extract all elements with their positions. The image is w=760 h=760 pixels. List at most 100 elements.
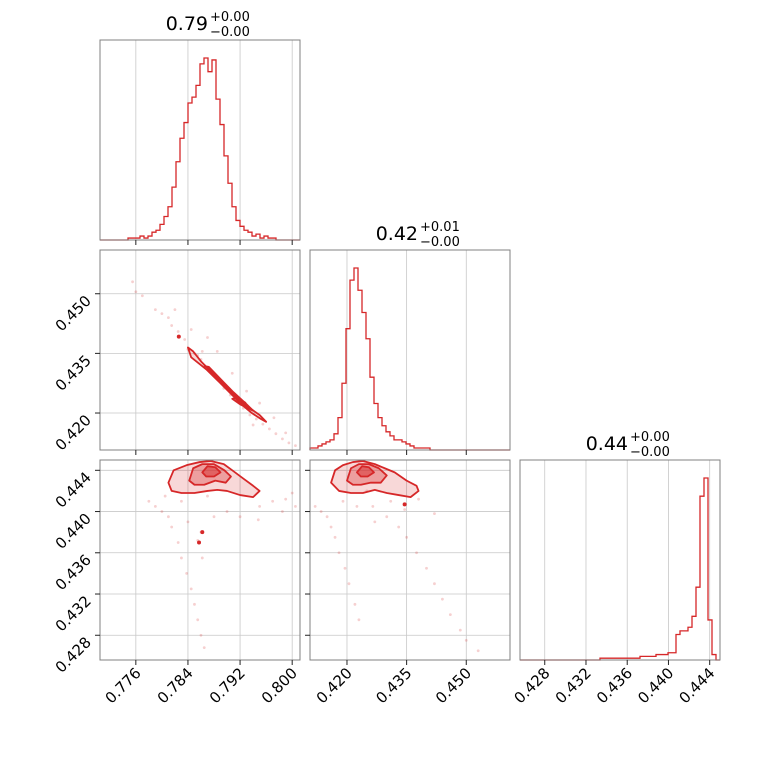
- pair-1-0-content: [131, 280, 297, 448]
- pair-2-0-sample-28: [256, 518, 260, 522]
- pair-2-1-sample-8: [353, 602, 357, 606]
- pair-2-0-sample-20: [225, 510, 229, 513]
- pair-2-0-sample-13: [258, 504, 262, 508]
- pair-2-1-sample-9: [357, 618, 361, 622]
- pair-2-0-xtick-label-2: 0.792: [206, 664, 249, 707]
- pair-1-0-sample-23: [267, 427, 271, 431]
- pair-2-0-sample-0: [153, 504, 157, 508]
- pair-2-1-sample-7: [347, 582, 351, 586]
- pair-1-0-sample-21: [254, 417, 258, 421]
- pair-2-0-ytick-label-2: 0.436: [52, 551, 95, 594]
- pair-2-1-sample-18: [448, 613, 452, 617]
- pair-2-0-point-1: [197, 540, 202, 545]
- pair-2-1-sample-23: [341, 499, 345, 503]
- pair-2-0-sample-19: [212, 515, 216, 519]
- pair-2-1-sample-12: [397, 525, 401, 529]
- pair-1-0-sample-3: [160, 312, 164, 316]
- pair-2-1-sample-4: [333, 535, 337, 539]
- pair-2-1-frame: [309, 459, 511, 661]
- pair-1-0-contour-2: [231, 397, 249, 410]
- param-2-title: 0.44 +0.00−0.00: [586, 430, 670, 460]
- pair-1-0-ytick-label-1: 0.435: [52, 351, 95, 394]
- pair-1-0-sample-20: [248, 413, 252, 417]
- param-1-title-minus: −0.00: [420, 235, 460, 250]
- pair-1-0-sample-4: [167, 316, 170, 319]
- pair-2-1-sample-5: [337, 551, 341, 555]
- pair-2-0-grid: [100, 460, 300, 660]
- diag-0-grid: [135, 40, 293, 240]
- param-1-title-value: 0.42: [376, 223, 418, 245]
- pair-1-0-sample-27: [294, 444, 297, 448]
- pair-1-0-frame: [99, 249, 301, 451]
- pair-2-1-sample-20: [464, 639, 468, 642]
- pair-2-1-sample-19: [458, 628, 462, 632]
- pair-2-0-xtick-label-3: 0.800: [258, 664, 301, 707]
- diag-2-xtick-label-0: 0.428: [510, 664, 553, 707]
- pair-1-0-sample-1: [140, 294, 144, 298]
- pair-2-1-sample-15: [425, 566, 428, 570]
- pair-2-0-contour-0: [167, 460, 261, 499]
- pair-2-1-contour-0: [330, 460, 420, 499]
- pair-2-0-sample-16: [290, 491, 294, 495]
- pair-2-1-sample-27: [433, 512, 436, 516]
- pair-1-0-sample-37: [284, 431, 288, 435]
- pair-2-1-sample-1: [319, 510, 323, 513]
- pair-1-0-sample-31: [245, 389, 248, 393]
- pair-2-1-sample-6: [343, 566, 347, 570]
- pair-1-0-grid: [100, 250, 300, 450]
- pair-1-0-sample-28: [215, 349, 219, 353]
- diag-0-frame: [99, 39, 301, 241]
- pair-2-0-frame: [99, 459, 301, 661]
- pair-2-0-content: [147, 460, 297, 650]
- pair-2-1-sample-11: [385, 515, 389, 519]
- pair-2-0-sample-1: [160, 510, 164, 513]
- pair-2-0-xtick-label-0: 0.776: [102, 664, 145, 707]
- pair-2-0-sample-21: [206, 494, 209, 498]
- pair-2-0-sample-9: [196, 618, 200, 622]
- pair-1-0-sample-39: [200, 349, 204, 353]
- pair-1-0-sample-26: [287, 441, 291, 445]
- diag-1-frame: [309, 249, 511, 451]
- pair-2-0-sample-12: [238, 515, 242, 519]
- pair-2-0-xtick-label-1: 0.784: [154, 664, 197, 707]
- pair-2-1-sample-0: [313, 504, 317, 508]
- pair-2-0-sample-26: [163, 494, 167, 498]
- pair-2-0-sample-8: [193, 602, 196, 606]
- pair-2-1-sample-21: [476, 649, 480, 653]
- pair-2-1-sample-14: [415, 551, 418, 555]
- diag-2-grid: [544, 460, 711, 660]
- pair-2-1-contour-2: [356, 465, 375, 478]
- pair-2-1-sample-26: [417, 497, 420, 501]
- pair-2-1-sample-24: [389, 499, 393, 503]
- pair-2-0-sample-11: [202, 646, 206, 650]
- pair-2-1-sample-28: [373, 520, 377, 524]
- pair-1-0-sample-0: [131, 280, 134, 284]
- pair-1-0-sample-7: [183, 338, 187, 341]
- pair-2-1-xtick-label-1: 0.435: [372, 664, 415, 707]
- pair-1-0-sample-24: [274, 432, 278, 436]
- param-1-title-plus: +0.01: [420, 220, 460, 235]
- param-2-title-plus: +0.00: [630, 430, 670, 445]
- pair-1-0-sample-34: [189, 328, 193, 331]
- pair-2-1-xtick-label-0: 0.420: [313, 664, 356, 707]
- diag-2-xtick-label-4: 0.444: [675, 664, 718, 707]
- param-1-histogram: [309, 267, 510, 451]
- pair-1-0-sample-29: [206, 336, 209, 339]
- pair-2-0-sample-7: [189, 587, 193, 591]
- param-2-title-minus: −0.00: [630, 445, 670, 460]
- param-2-title-value: 0.44: [586, 433, 628, 455]
- pair-2-0-point-0: [200, 530, 205, 535]
- pair-2-1-sample-17: [441, 597, 444, 601]
- pair-2-0-sample-17: [186, 520, 190, 524]
- diag-1-grid: [346, 250, 467, 450]
- pair-2-0-sample-3: [170, 525, 174, 529]
- pair-2-0-sample-29: [200, 556, 204, 560]
- pair-1-0-sample-33: [173, 308, 177, 312]
- pair-2-0-sample-15: [284, 497, 288, 501]
- param-0-title-plus: +0.00: [210, 10, 250, 25]
- diag-2-frame: [519, 459, 721, 661]
- pair-1-0-sample-35: [134, 290, 138, 294]
- pair-2-0-ytick-label-1: 0.432: [52, 592, 95, 635]
- pair-2-1-content: [313, 460, 480, 653]
- pair-2-1-xtick-label-2: 0.450: [432, 664, 475, 707]
